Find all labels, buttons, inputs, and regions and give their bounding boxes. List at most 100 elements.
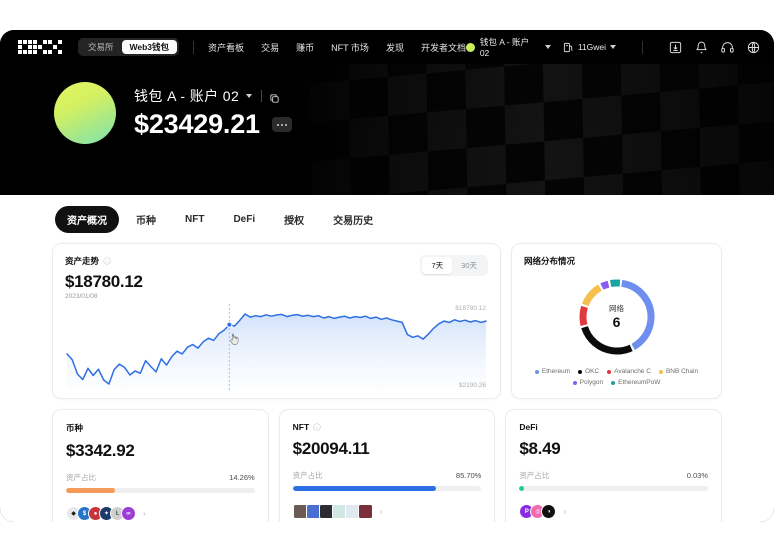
segment-exchange[interactable]: 交易所 — [88, 41, 114, 52]
account-selector-label: 钱包 A - 账户 02 — [479, 37, 529, 58]
copy-icon[interactable] — [269, 91, 280, 103]
nav-icon-group — [669, 41, 760, 54]
legend-color-dot — [607, 369, 612, 374]
content-tabs: 资产概况 币种 NFT DeFi 授权 交易历史 — [0, 195, 774, 243]
gas-price-label: 11Gwei — [577, 42, 607, 52]
asset-trend-card: 资产走势 $18780.12 2023/01/08 — [52, 243, 501, 399]
info-icon[interactable] — [103, 257, 111, 265]
tab-transaction-history[interactable]: 交易历史 — [333, 216, 374, 227]
ratio-label: 资产占比 — [66, 473, 96, 482]
nav-link-developer-docs[interactable]: 开发者文档 — [420, 42, 466, 53]
okx-logo-icon[interactable] — [18, 40, 62, 54]
nav-divider — [193, 40, 195, 54]
uni-token-icon: ∞ — [121, 506, 136, 521]
ratio-label: 资产占比 — [292, 471, 323, 480]
top-card-row: 资产走势 $18780.12 2023/01/08 — [0, 243, 774, 399]
top-navigation-bar: 交易所 Web3钱包 资产看板 交易 赚币 NFT 市场 发现 开发者文档 钱包… — [0, 30, 774, 64]
network-legend: Ethereum OKC Avalanche C BNB Chain Polygon Et… — [524, 368, 709, 386]
bell-icon[interactable] — [695, 41, 708, 54]
nav-link-discover[interactable]: 发现 — [385, 42, 404, 53]
asset-trend-chart[interactable]: $18780.12 $2190.26 — [65, 304, 488, 390]
legend-label: OKC — [585, 368, 600, 375]
tab-tokens[interactable]: 币种 — [136, 216, 156, 227]
total-balance-amount: $23429.21 — [134, 109, 260, 139]
legend-item-ethereumpow[interactable]: EthereumPoW — [611, 379, 660, 386]
wallet-name-label: 钱包 A - 账户 02 — [134, 88, 240, 104]
asset-icon-stack — [292, 504, 373, 519]
ratio-progress-fill — [66, 488, 116, 493]
nav-link-asset-board[interactable]: 资产看板 — [208, 42, 245, 53]
donut-svg — [579, 279, 654, 355]
donut-center-title: 网络 — [609, 304, 624, 314]
wallet-hero-banner: 钱包 A - 账户 02 $23429.21 — [0, 64, 774, 195]
asset-icon-row[interactable]: ◆ $ ● ✦ Ł ∞ › — [66, 506, 255, 521]
legend-item-polygon[interactable]: Polygon — [572, 379, 604, 386]
info-icon[interactable] — [313, 423, 321, 431]
gas-price-chip[interactable]: 11Gwei — [563, 42, 617, 53]
legend-color-dot — [578, 369, 583, 374]
chart-max-label: $18780.12 — [455, 305, 486, 312]
account-selector[interactable]: 钱包 A - 账户 02 — [465, 36, 551, 58]
protocol-icon-3: ◑ — [541, 504, 557, 519]
range-7-days[interactable]: 7天 — [422, 257, 453, 274]
nav-divider-2 — [642, 40, 643, 54]
download-icon[interactable] — [669, 41, 682, 54]
ratio-percent: 85.70% — [455, 471, 482, 480]
legend-label: BNB Chain — [665, 368, 699, 375]
tab-approvals[interactable]: 授权 — [284, 216, 305, 227]
nav-link-earn[interactable]: 赚币 — [296, 42, 315, 53]
stat-card-ratio-row: 资产占比 85.70% — [293, 470, 482, 481]
asset-icon-row[interactable]: › — [292, 504, 482, 519]
nav-link-nft-market[interactable]: NFT 市场 — [331, 42, 369, 53]
stat-card-nft[interactable]: NFT $20094.11 资产占比 85.70% › — [278, 409, 496, 522]
chart-min-label: $2190.26 — [458, 382, 486, 389]
range-30-days[interactable]: 30天 — [461, 261, 477, 270]
nav-right-cluster: 钱包 A - 账户 02 11Gwei — [465, 36, 760, 58]
asset-icon-row[interactable]: P ◎ ◑ › — [519, 504, 708, 519]
chevron-right-icon[interactable]: › — [563, 507, 567, 516]
stat-card-title-row: DeFi — [519, 422, 708, 432]
legend-color-dot — [658, 369, 663, 374]
stat-card-title: 币种 — [66, 423, 84, 433]
stat-card-title: DeFi — [519, 422, 538, 432]
stat-card-row: 币种 $3342.92 资产占比 14.26% ◆ $ ● ✦ Ł ∞ › NFT $20094.11 资… — [0, 409, 774, 522]
time-range-segmented[interactable]: 7天 30天 — [420, 255, 488, 276]
asset-icon-stack: ◆ $ ● ✦ Ł ∞ — [66, 506, 136, 521]
network-distribution-title: 网络分布情况 — [524, 256, 576, 266]
globe-icon[interactable] — [747, 41, 760, 54]
network-donut-chart[interactable]: 网络 6 — [524, 271, 709, 363]
legend-label: Polygon — [579, 379, 604, 386]
legend-item-okc[interactable]: OKC — [578, 368, 599, 375]
stat-card-defi[interactable]: DeFi $8.49 资产占比 0.03% P ◎ ◑ › — [505, 409, 723, 522]
chevron-down-icon — [610, 45, 617, 49]
legend-item-avalanche-c[interactable]: Avalanche C — [607, 368, 651, 375]
legend-label: EthereumPoW — [618, 379, 661, 386]
ratio-label: 资产占比 — [519, 471, 550, 480]
nav-links: 资产看板 交易 赚币 NFT 市场 发现 开发者文档 — [208, 41, 466, 54]
ratio-progress-fill — [519, 486, 525, 491]
tab-asset-overview[interactable]: 资产概况 — [55, 206, 119, 233]
nav-link-trade[interactable]: 交易 — [261, 42, 280, 53]
donut-center-count: 6 — [612, 314, 621, 331]
legend-color-dot — [611, 380, 616, 385]
more-dots-icon[interactable] — [271, 117, 292, 132]
legend-label: Ethereum — [541, 368, 571, 375]
tab-nft[interactable]: NFT — [185, 214, 205, 225]
headset-icon[interactable] — [721, 41, 734, 54]
product-switch-segmented[interactable]: 交易所 Web3钱包 — [78, 37, 180, 57]
tab-defi[interactable]: DeFi — [233, 214, 256, 225]
chevron-right-icon[interactable]: › — [379, 507, 383, 516]
legend-label: Avalanche C — [614, 368, 651, 375]
legend-item-ethereum[interactable]: Ethereum — [534, 368, 571, 375]
legend-item-bnb-chain[interactable]: BNB Chain — [658, 368, 699, 375]
asset-trend-amount: $18780.12 — [65, 272, 143, 291]
asset-trend-date: 2023/01/08 — [65, 293, 98, 300]
stat-card-amount: $8.49 — [519, 439, 561, 458]
stat-card-币种[interactable]: 币种 $3342.92 资产占比 14.26% ◆ $ ● ✦ Ł ∞ › — [52, 409, 269, 522]
segment-web3-wallet[interactable]: Web3钱包 — [121, 39, 178, 55]
chevron-right-icon[interactable]: › — [143, 509, 146, 518]
wallet-switch-chevron-down-icon[interactable] — [246, 94, 253, 98]
stat-card-ratio-row: 资产占比 14.26% — [66, 472, 255, 483]
stat-card-title-row: NFT — [293, 422, 482, 432]
